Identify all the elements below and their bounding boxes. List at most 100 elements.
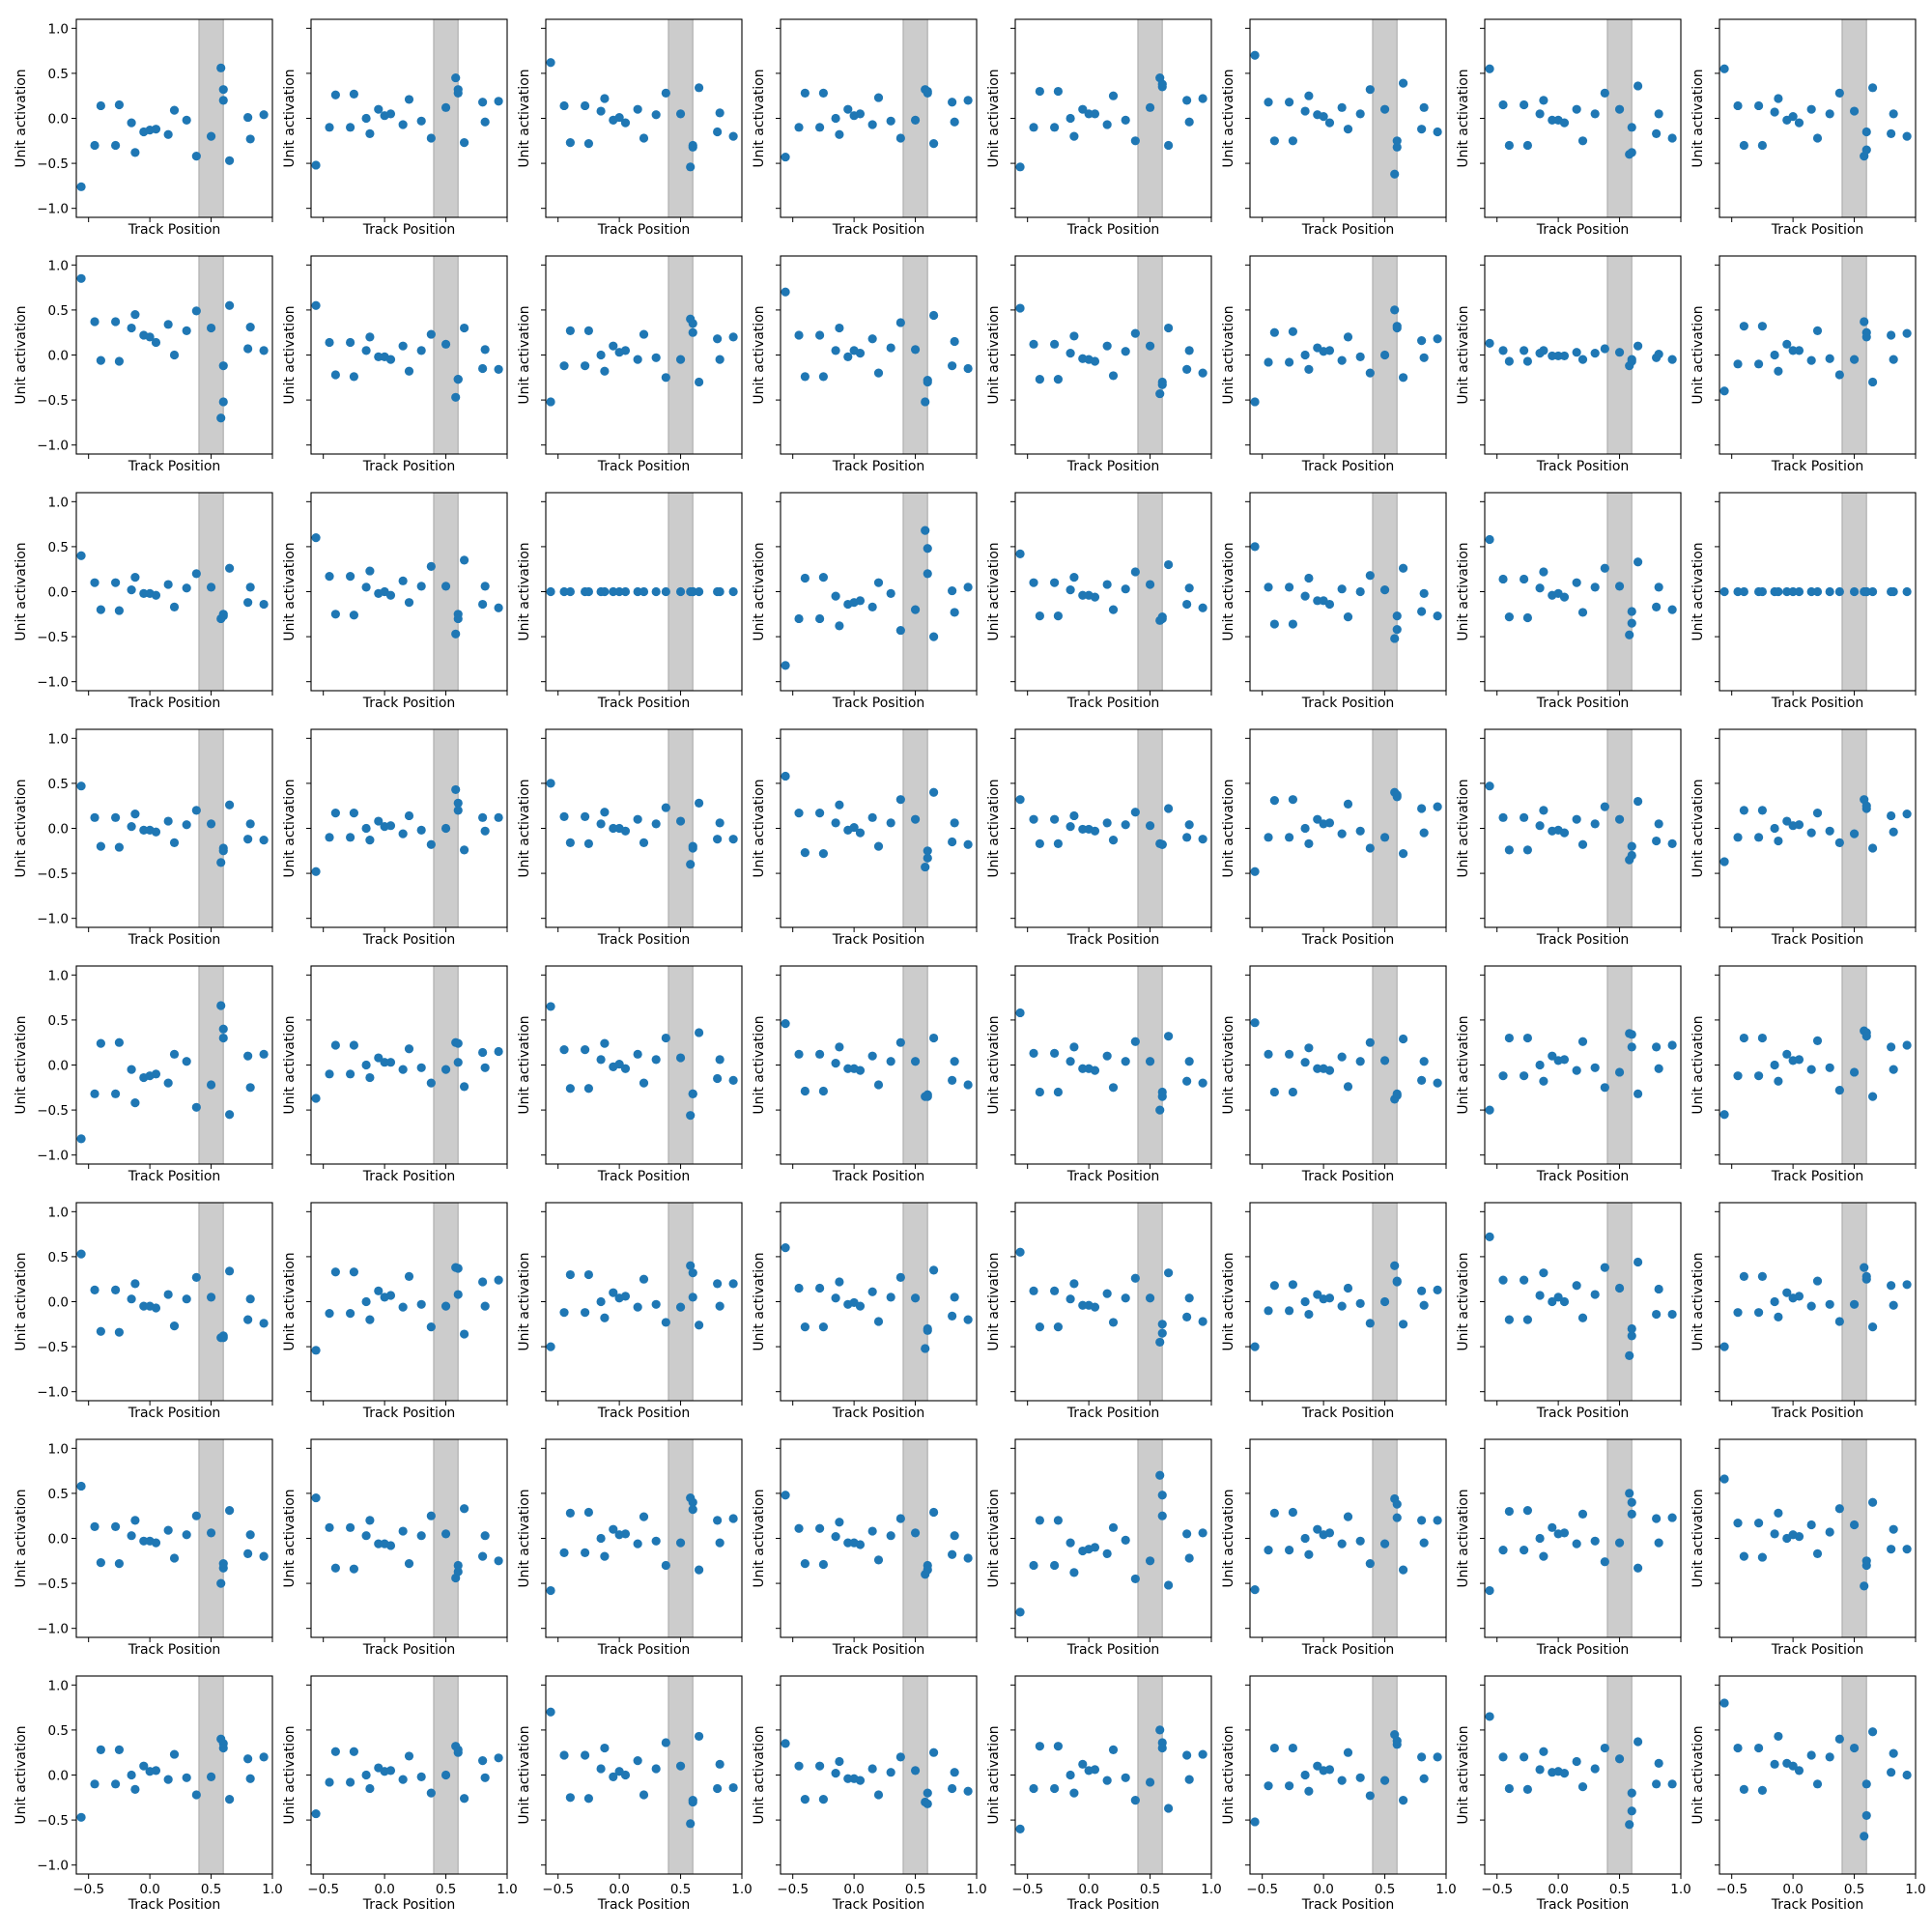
data-point (1625, 1489, 1634, 1498)
data-point (565, 1269, 575, 1280)
data-point (963, 839, 973, 849)
data-point (96, 1558, 105, 1568)
data-point (1319, 112, 1328, 122)
data-point (90, 1521, 99, 1531)
data-point (1887, 1545, 1896, 1554)
data-point (1163, 323, 1174, 333)
data-point (1250, 542, 1260, 552)
y-tick-label: 1.0 (48, 731, 69, 747)
data-point (928, 787, 939, 797)
data-point (90, 578, 99, 587)
data-point (1390, 634, 1400, 643)
data-point (163, 1775, 173, 1784)
y-axis-label: Unit activation (752, 1015, 767, 1114)
x-tick-label: 0.0 (1548, 1882, 1568, 1897)
data-point (1285, 1049, 1294, 1059)
data-point (609, 823, 618, 834)
y-axis-label: Unit activation (986, 1252, 1002, 1350)
data-point (1015, 1824, 1025, 1834)
data-point (1834, 1504, 1844, 1514)
axes-frame (75, 1202, 273, 1402)
data-point (1155, 1105, 1165, 1115)
data-point (886, 1768, 895, 1777)
data-point (90, 1779, 99, 1789)
data-point (609, 1524, 618, 1534)
y-axis-label: Unit activation (986, 305, 1002, 404)
y-tick-label: −0.5 (37, 156, 69, 172)
x-axis-label: Track Position (1301, 1642, 1395, 1658)
data-point (130, 572, 140, 582)
data-point (1365, 85, 1375, 95)
data-point (1304, 364, 1314, 375)
y-axis-label: Unit activation (1456, 1725, 1471, 1824)
data-point (1015, 1607, 1025, 1617)
data-point (867, 334, 877, 344)
y-tick-label: 1.0 (48, 258, 69, 273)
data-point (1300, 1058, 1310, 1067)
data-point (800, 848, 810, 858)
highlight-band (1137, 255, 1163, 455)
data-point (867, 120, 877, 129)
data-point (688, 1293, 697, 1302)
data-point (583, 1269, 594, 1280)
data-point (1078, 1759, 1088, 1769)
data-point (1392, 790, 1402, 800)
data-point (459, 1329, 469, 1339)
data-point (1108, 1745, 1119, 1755)
data-point (1625, 1820, 1634, 1830)
data-point (1269, 1087, 1279, 1097)
data-point (1577, 839, 1588, 849)
data-point (245, 1530, 255, 1540)
data-point (169, 1749, 180, 1759)
data-point (169, 1049, 180, 1059)
data-point (1392, 1736, 1402, 1746)
data-point (385, 355, 396, 364)
data-point (800, 372, 810, 382)
data-point (1600, 1083, 1609, 1093)
data-point (1084, 109, 1094, 119)
data-point (686, 1819, 696, 1829)
data-point (182, 1773, 191, 1782)
data-point (1590, 109, 1600, 119)
data-point (661, 1033, 670, 1043)
x-axis-label: Track Position (128, 696, 221, 711)
data-point (565, 838, 575, 848)
data-point (1419, 1774, 1429, 1783)
data-point (948, 1311, 957, 1321)
data-point (1577, 1313, 1588, 1322)
data-point (1825, 586, 1834, 597)
data-point (728, 131, 738, 141)
data-point (781, 771, 790, 781)
data-point (694, 1028, 704, 1037)
data-point (1198, 1528, 1208, 1538)
data-point (191, 1102, 201, 1112)
data-point (928, 1033, 939, 1043)
data-point (800, 88, 810, 99)
data-point (1304, 1549, 1314, 1559)
data-point (1390, 305, 1400, 315)
data-point (451, 72, 461, 83)
data-point (1902, 328, 1912, 338)
data-point (1398, 78, 1408, 88)
data-point (1419, 1057, 1429, 1066)
x-tick-label: 0.0 (374, 1882, 394, 1897)
data-point (96, 605, 105, 614)
x-tick-label: 1.0 (497, 1882, 517, 1897)
data-point (453, 1560, 463, 1571)
data-point (600, 1038, 610, 1048)
data-point (686, 1261, 696, 1270)
y-axis-label: Unit activation (282, 779, 298, 877)
axes-frame (1014, 18, 1212, 218)
data-point (1324, 599, 1335, 610)
data-point (245, 1294, 255, 1304)
data-point (1155, 388, 1165, 399)
x-axis-label: Track Position (1301, 1169, 1395, 1184)
data-point (349, 1564, 359, 1574)
data-point (1365, 1037, 1375, 1047)
data-point (651, 586, 661, 597)
data-point (1182, 1312, 1192, 1321)
data-point (1788, 1761, 1798, 1771)
